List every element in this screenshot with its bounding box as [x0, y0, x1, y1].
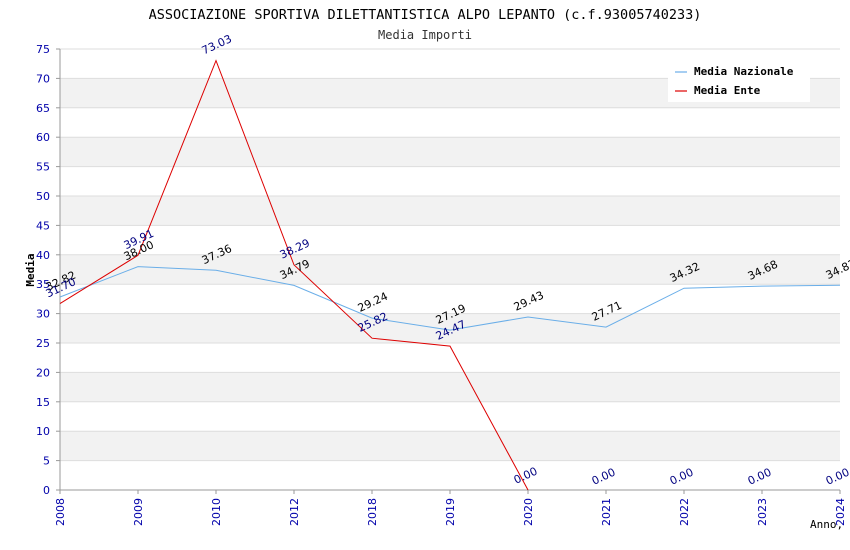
- y-tick-label: 75: [36, 43, 50, 56]
- x-tick-label: 2018: [366, 498, 379, 526]
- y-tick-label: 5: [43, 455, 50, 468]
- data-label: 29.43: [512, 289, 546, 314]
- y-axis-label: Media: [24, 253, 37, 286]
- y-tick-label: 40: [36, 249, 50, 262]
- plot-bands: [60, 78, 840, 461]
- chart-subtitle: Media Importi: [378, 28, 472, 42]
- data-label: 0.00: [746, 466, 774, 488]
- x-tick-label: 2022: [678, 498, 691, 526]
- y-tick-label: 50: [36, 190, 50, 203]
- y-tick-label: 70: [36, 72, 50, 85]
- grid-band: [60, 196, 840, 226]
- y-tick-label: 30: [36, 308, 50, 321]
- series-line-media-ente: [59, 59, 529, 491]
- data-label: 0.00: [590, 466, 618, 488]
- y-tick-label: 45: [36, 219, 50, 232]
- y-tick-labels: 0 5 10 15 20 25 30 35 40 45 50 55 60 65 70 75: [36, 43, 50, 497]
- y-tick-label: 0: [43, 484, 50, 497]
- x-tick-label: 2020: [522, 498, 535, 526]
- legend-label-media-nazionale: Media Nazionale: [694, 65, 794, 78]
- x-tick-label: 2019: [444, 498, 457, 526]
- y-tick-label: 60: [36, 131, 50, 144]
- x-tick-label: 2023: [756, 498, 769, 526]
- y-tick-label: 15: [36, 396, 50, 409]
- series-line-media-nazionale: [59, 266, 841, 331]
- data-label: 0.00: [668, 466, 696, 488]
- chart-title: ASSOCIAZIONE SPORTIVA DILETTANTISTICA AL…: [149, 7, 702, 23]
- y-tick-label: 25: [36, 337, 50, 350]
- x-tick-label: 2008: [54, 498, 67, 526]
- x-tick-label: 2012: [288, 498, 301, 526]
- x-tick-labels: 2008 2009 2010 2012 2018 2019 2020 2021 2022 2023…: [54, 490, 847, 526]
- grid-band: [60, 137, 840, 167]
- grid-band: [60, 313, 840, 343]
- legend: Media Nazionale Media Ente: [668, 60, 810, 102]
- y-tick-label: 20: [36, 366, 50, 379]
- x-tick-label: 2021: [600, 498, 613, 526]
- grid-lines: [56, 48, 840, 491]
- y-tick-label: 35: [36, 278, 50, 291]
- data-label: 73.03: [200, 32, 234, 57]
- x-tick-label: 2009: [132, 498, 145, 526]
- y-tick-label: 65: [36, 102, 50, 115]
- grid-band: [60, 431, 840, 461]
- x-tick-label: 2010: [210, 498, 223, 526]
- grid-band: [60, 254, 840, 285]
- y-tick-label: 55: [36, 161, 50, 174]
- grid-band: [60, 372, 840, 402]
- y-tick-label: 10: [36, 425, 50, 438]
- legend-box: [668, 60, 810, 102]
- x-axis-label: Anno,: [810, 518, 843, 531]
- legend-label-media-ente: Media Ente: [694, 84, 761, 97]
- data-label: 0.00: [824, 466, 850, 488]
- x-tick-label: 2024: [834, 498, 847, 526]
- series-lines: [59, 59, 841, 491]
